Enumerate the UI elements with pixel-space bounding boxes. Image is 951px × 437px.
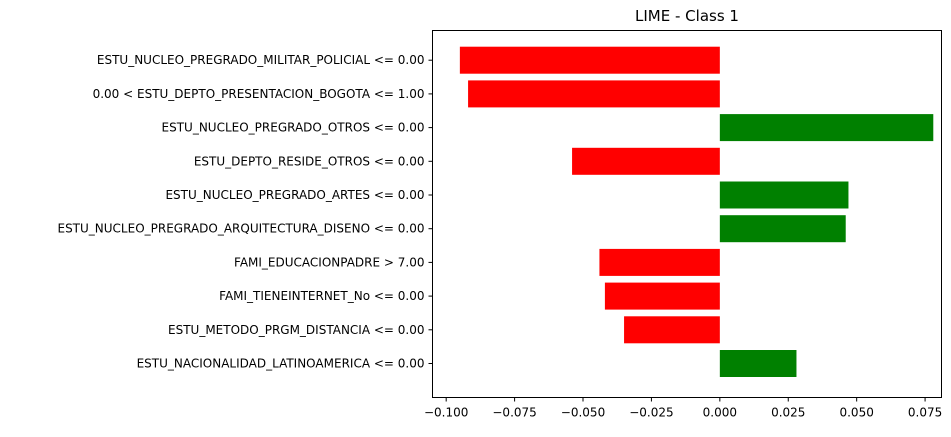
x-axis: −0.100 −0.075 −0.050 −0.025 0.000 0.025 0.050 0… <box>424 397 942 420</box>
bars-layer <box>459 46 934 377</box>
y-tick-labels: ESTU_NUCLEO_PREGRADO_MILITAR_POLICIAL <=… <box>57 53 433 371</box>
x-tick-label-3: −0.025 <box>629 406 673 420</box>
x-tick-label-0: −0.100 <box>424 406 468 420</box>
x-tick-label-2: −0.050 <box>561 406 605 420</box>
y-tick-label-6: FAMI_EDUCACIONPADRE > 7.00 <box>234 255 424 269</box>
y-tick-label-8: ESTU_METODO_PRGM_DISTANCIA <= 0.00 <box>168 323 425 337</box>
x-tick-label-5: 0.025 <box>771 406 805 420</box>
y-tick-label-1: 0.00 < ESTU_DEPTO_PRESENTACION_BOGOTA <=… <box>93 87 425 101</box>
x-tick-label-7: 0.075 <box>908 406 942 420</box>
bar-2 <box>719 114 934 142</box>
y-tick-label-3: ESTU_DEPTO_RESIDE_OTROS <= 0.00 <box>194 154 425 168</box>
plot-frame <box>432 30 942 398</box>
x-tick-label-4: 0.000 <box>703 406 737 420</box>
bar-9 <box>719 350 797 377</box>
bar-5 <box>719 215 846 243</box>
bar-6 <box>599 248 720 276</box>
bar-7 <box>604 282 720 310</box>
y-tick-label-5: ESTU_NUCLEO_PREGRADO_ARQUITECTURA_DISENO… <box>57 222 424 236</box>
bar-4 <box>719 181 849 209</box>
y-tick-label-4: ESTU_NUCLEO_PREGRADO_ARTES <= 0.00 <box>165 188 424 202</box>
y-tick-label-2: ESTU_NUCLEO_PREGRADO_OTROS <= 0.00 <box>162 121 425 135</box>
y-tick-label-9: ESTU_NACIONALIDAD_LATINOAMERICA <= 0.00 <box>137 357 425 371</box>
bar-3 <box>572 147 720 175</box>
bar-0 <box>459 46 720 74</box>
y-tick-label-0: ESTU_NUCLEO_PREGRADO_MILITAR_POLICIAL <=… <box>97 53 425 67</box>
chart-title: LIME - Class 1 <box>635 7 739 25</box>
x-tick-label-1: −0.075 <box>492 406 536 420</box>
y-tick-label-7: FAMI_TIENEINTERNET_No <= 0.00 <box>219 289 424 303</box>
x-tick-label-6: 0.050 <box>839 406 873 420</box>
bar-1 <box>468 80 720 108</box>
bar-8 <box>624 316 720 344</box>
